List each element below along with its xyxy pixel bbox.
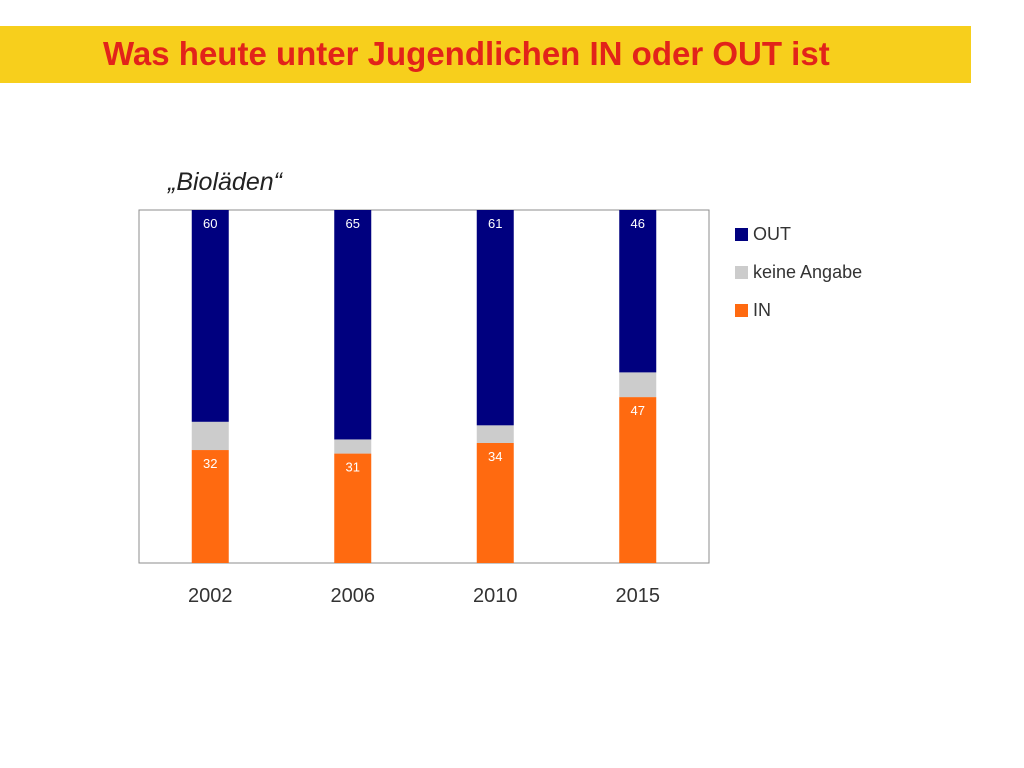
bars-group bbox=[191, 210, 657, 563]
legend-swatch-in bbox=[735, 303, 748, 317]
data-label-out-2015: 46 bbox=[631, 216, 645, 231]
data-label-in-2015: 47 bbox=[631, 403, 645, 418]
legend-item-keine-angabe: keine Angabe bbox=[735, 262, 862, 282]
legend: OUT keine Angabe IN bbox=[735, 224, 862, 338]
bar-out-2006 bbox=[334, 210, 372, 440]
bar-out-2010 bbox=[476, 210, 514, 426]
bar-keine-angabe-2015 bbox=[619, 372, 657, 398]
bar-out-2015 bbox=[619, 210, 657, 373]
bar-in-2015 bbox=[619, 397, 657, 563]
legend-item-out: OUT bbox=[735, 224, 862, 244]
x-tick-labels-group: 2002 2006 2010 2015 bbox=[188, 585, 660, 607]
x-tick-label-2006: 2006 bbox=[331, 585, 376, 607]
bar-in-2010 bbox=[476, 442, 514, 563]
bar-out-2002 bbox=[191, 210, 229, 422]
x-tick-label-2010: 2010 bbox=[473, 585, 518, 607]
plot-area-frame bbox=[138, 209, 710, 564]
bar-keine-angabe-2006 bbox=[334, 439, 372, 454]
title-bar: Was heute unter Jugendlichen IN oder OUT… bbox=[0, 26, 971, 83]
legend-swatch-keine-angabe bbox=[735, 265, 748, 279]
x-tick-label-2002: 2002 bbox=[188, 585, 233, 607]
data-label-out-2006: 65 bbox=[346, 216, 360, 231]
legend-label-in: IN bbox=[753, 299, 771, 320]
bar-in-2002 bbox=[191, 450, 229, 563]
legend-label-keine-angabe: keine Angabe bbox=[753, 261, 863, 282]
data-label-out-2010: 61 bbox=[488, 216, 502, 231]
legend-swatch-out bbox=[735, 227, 748, 241]
data-label-in-2002: 32 bbox=[203, 456, 217, 471]
data-label-in-2010: 34 bbox=[488, 449, 502, 464]
data-label-in-2006: 31 bbox=[346, 460, 360, 475]
data-labels-group: 32 60 31 65 34 61 47 46 bbox=[203, 216, 645, 475]
legend-label-out: OUT bbox=[753, 223, 791, 244]
chart-title: „Bioläden“ bbox=[168, 168, 282, 196]
x-tick-label-2015: 2015 bbox=[616, 585, 661, 607]
slide-title: Was heute unter Jugendlichen IN oder OUT… bbox=[103, 35, 830, 72]
bar-keine-angabe-2010 bbox=[476, 425, 514, 443]
legend-item-in: IN bbox=[735, 300, 862, 320]
bar-in-2006 bbox=[334, 453, 372, 563]
bar-keine-angabe-2002 bbox=[191, 421, 229, 451]
data-label-out-2002: 60 bbox=[203, 216, 217, 231]
